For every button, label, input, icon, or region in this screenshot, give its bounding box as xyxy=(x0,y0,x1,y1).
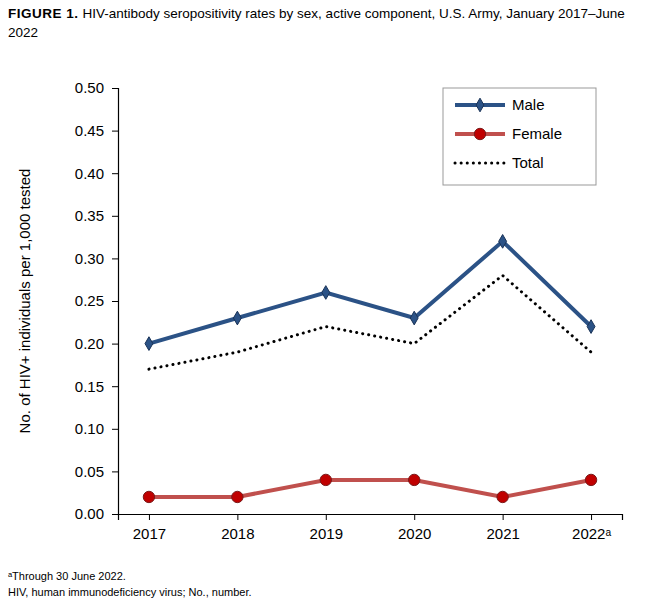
y-tick-mark xyxy=(112,471,118,472)
y-tick: 0.40 xyxy=(75,165,118,182)
series-line xyxy=(149,275,591,369)
y-tick-mark xyxy=(112,173,118,174)
x-tick-mark xyxy=(414,514,415,520)
y-tick-label: 0.25 xyxy=(75,292,104,309)
x-tick-mark xyxy=(326,514,327,520)
legend-marker xyxy=(474,128,485,139)
y-tick: 0.00 xyxy=(75,505,118,522)
series-marker xyxy=(587,320,595,334)
plot-area xyxy=(143,235,597,503)
x-tick: 2017 xyxy=(133,514,166,542)
y-tick-label: 0.15 xyxy=(75,378,104,395)
legend-label: Female xyxy=(512,125,562,142)
legend-item: Female xyxy=(455,125,562,142)
y-tick-label: 0.35 xyxy=(75,207,104,224)
series-line xyxy=(149,241,591,343)
legend-label: Total xyxy=(512,154,544,171)
y-tick-mark xyxy=(112,344,118,345)
y-tick-label: 0.50 xyxy=(75,79,104,96)
y-tick-label: 0.45 xyxy=(75,122,104,139)
series-marker xyxy=(410,311,418,325)
y-tick-mark xyxy=(112,258,118,259)
y-tick-mark xyxy=(112,301,118,302)
chart: 0.00 0.05 0.10 0.15 0.20 0.25 0.30 0.35 0.40 0.45… xyxy=(0,0,655,606)
y-tick-mark xyxy=(112,216,118,217)
x-tick: 2020 xyxy=(398,514,431,542)
y-tick: 0.10 xyxy=(75,420,118,437)
x-tick-mark xyxy=(591,514,592,520)
y-tick-mark xyxy=(112,131,118,132)
y-tick-label: 0.00 xyxy=(75,505,104,522)
y-tick: 0.25 xyxy=(75,292,118,309)
series-marker xyxy=(499,235,507,249)
series-marker xyxy=(143,491,154,502)
x-tick-mark xyxy=(149,514,150,520)
y-tick-mark xyxy=(112,386,118,387)
y-tick-mark xyxy=(112,429,118,430)
x-tick-label: 2022ᵃ xyxy=(572,525,611,542)
x-tick-mark xyxy=(503,514,504,520)
y-tick-label: 0.05 xyxy=(75,463,104,480)
y-tick: 0.15 xyxy=(75,378,118,395)
figure-label: FIGURE 1. xyxy=(8,6,79,21)
y-tick-label: 0.20 xyxy=(75,335,104,352)
series-marker xyxy=(233,311,241,325)
series-marker xyxy=(232,491,243,502)
x-tick-label: 2019 xyxy=(310,525,343,542)
series-line xyxy=(149,480,591,497)
footnote: ᵃThrough 30 June 2022. xyxy=(8,570,126,582)
series-marker xyxy=(145,337,153,351)
legend-box xyxy=(443,88,596,185)
y-tick: 0.05 xyxy=(75,463,118,480)
x-tick-mark xyxy=(237,514,238,520)
x-tick: 2019 xyxy=(310,514,343,542)
series-marker xyxy=(409,474,420,485)
footnote: HIV, human immunodeficiency virus; No., … xyxy=(8,586,252,598)
y-tick-label: 0.10 xyxy=(75,420,104,437)
y-tick-label: 0.30 xyxy=(75,250,104,267)
x-tick-label: 2020 xyxy=(398,525,431,542)
y-axis-title: No. of HIV+ individuals per 1,000 tested xyxy=(16,169,33,434)
series-marker xyxy=(320,474,331,485)
x-tick-label: 2017 xyxy=(133,525,166,542)
y-axis: 0.00 0.05 0.10 0.15 0.20 0.25 0.30 0.35 0.40 0.45… xyxy=(75,79,119,522)
y-tick: 0.50 xyxy=(75,79,118,96)
y-tick-label: 0.40 xyxy=(75,165,104,182)
y-tick-mark xyxy=(112,88,118,89)
x-tick-label: 2021 xyxy=(486,525,519,542)
legend-item: Male xyxy=(455,96,545,113)
legend-label: Male xyxy=(512,96,545,113)
legend: Male Female Total xyxy=(443,88,596,185)
y-tick: 0.45 xyxy=(75,122,118,139)
legend-swatch xyxy=(455,162,505,165)
legend-marker xyxy=(476,98,484,112)
x-tick: 2021 xyxy=(486,514,519,542)
x-axis: 2017 2018 2019 2020 2021 2022ᵃ xyxy=(119,514,623,542)
title: HIV-antibody seropositivity rates by sex… xyxy=(8,6,625,40)
series-marker xyxy=(585,474,596,485)
series-marker xyxy=(497,491,508,502)
y-axis-line xyxy=(112,89,119,515)
legend-item: Total xyxy=(455,154,544,171)
y-tick: 0.35 xyxy=(75,207,118,224)
series-marker xyxy=(322,286,330,300)
y-tick: 0.20 xyxy=(75,335,118,352)
x-axis-line xyxy=(119,515,623,521)
y-tick: 0.30 xyxy=(75,250,118,267)
x-tick: 2022ᵃ xyxy=(572,514,611,542)
y-tick-mark xyxy=(112,514,118,515)
title-block: FIGURE 1.HIV-antibody seropositivity rat… xyxy=(8,4,648,42)
x-tick: 2018 xyxy=(221,514,254,542)
x-tick-label: 2018 xyxy=(221,525,254,542)
